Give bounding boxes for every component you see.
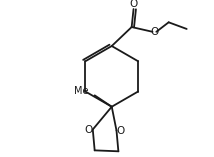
Text: O: O [116,126,124,136]
Text: O: O [85,125,93,135]
Text: O: O [130,0,138,9]
Text: O: O [150,27,159,37]
Text: Me: Me [74,86,88,96]
